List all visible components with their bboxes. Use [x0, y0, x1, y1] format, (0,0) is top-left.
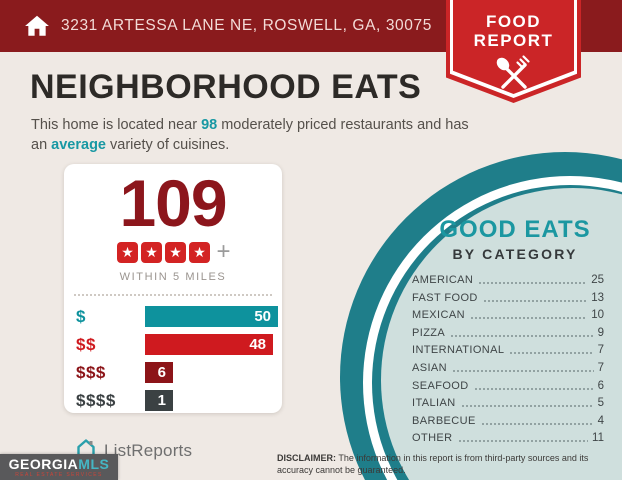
category-label: PIZZA — [412, 326, 446, 339]
category-label: ASIAN — [412, 361, 448, 374]
category-label: AMERICAN — [412, 274, 474, 286]
category-row: BARBECUE 4 — [412, 415, 604, 427]
good-eats-subtitle: BY CATEGORY — [452, 246, 578, 262]
category-value: 5 — [597, 397, 604, 410]
price-bar-value: 6 — [157, 364, 166, 381]
category-row: FAST FOOD 13 — [412, 292, 604, 304]
category-row: SEAFOOD 6 — [412, 380, 604, 392]
price-bar-value: 48 — [249, 336, 266, 353]
crossed-utensils-icon — [446, 54, 581, 97]
dot-leader — [478, 281, 588, 285]
price-bar-row: $$ 48 — [76, 334, 282, 355]
category-label: OTHER — [412, 432, 453, 445]
price-level-label: $$ — [76, 334, 96, 354]
star-icon: ★ — [188, 241, 210, 263]
badge-title-line1: FOOD — [485, 12, 542, 31]
subtitle-text: variety of cuisines. — [106, 137, 230, 154]
georgia-mls-wordmark: GEORGIAMLS — [0, 456, 118, 473]
star-icon: ★ — [164, 241, 186, 263]
disclaimer-label: DISCLAIMER: — [277, 453, 336, 463]
dot-leader — [469, 316, 588, 321]
category-value: 7 — [597, 344, 604, 357]
category-row: OTHER 11 — [412, 432, 604, 444]
dot-leader — [450, 333, 594, 338]
price-bar-row: $$$$ 1 — [76, 390, 282, 411]
category-value: 25 — [591, 274, 604, 286]
property-address: 3231 ARTESSA LANE NE, ROSWELL, GA, 30075 — [61, 17, 432, 34]
price-level-label: $ — [76, 306, 86, 326]
category-value: 9 — [597, 326, 604, 339]
category-value: 11 — [592, 432, 604, 445]
dot-leader — [509, 351, 594, 356]
mls-text: MLS — [78, 456, 110, 472]
category-row: ASIAN 7 — [412, 362, 604, 374]
category-row: ITALIAN 5 — [412, 397, 604, 409]
food-report-badge: FOOD REPORT — [446, 0, 581, 103]
dot-leader — [480, 421, 594, 426]
price-bar-row: $50 — [76, 306, 282, 327]
category-row: PIZZA 9 — [412, 327, 604, 339]
category-value: 7 — [597, 361, 604, 374]
category-value: 10 — [591, 309, 604, 322]
dotted-divider — [74, 294, 272, 296]
dot-leader — [457, 439, 589, 444]
subtitle-text: This home is located near — [31, 117, 202, 133]
price-bar: 48 — [145, 334, 273, 355]
star-icon: ★ — [116, 241, 138, 263]
badge-title-line2: REPORT — [473, 31, 554, 50]
subtitle-text: moderately priced restaurants and has an — [31, 117, 469, 154]
variety-highlight: average — [51, 137, 106, 154]
restaurant-count-highlight: 98 — [201, 117, 218, 133]
price-bar-row: $$$ 6 — [76, 362, 282, 383]
category-row: MEXICAN 10 — [412, 309, 604, 321]
category-label: SEAFOOD — [412, 379, 469, 392]
rating-stars: ★ ★ ★ ★ + — [64, 240, 282, 264]
radius-label: WITHIN 5 MILES — [119, 271, 227, 283]
good-eats-panel: GOOD EATS BY CATEGORY AMERICAN 25 FAST FOO… — [412, 216, 604, 450]
price-level-label: $$$$ — [76, 390, 116, 410]
restaurant-summary-card: 109 ★ ★ ★ ★ + WITHIN 5 MILES $50 $$ 48 $$$ 6 $$$$… — [64, 164, 282, 413]
price-bar-value: 1 — [157, 392, 166, 409]
category-value: 6 — [597, 379, 604, 392]
category-label: MEXICAN — [412, 309, 465, 322]
price-level-label: $$$ — [76, 362, 106, 382]
home-icon — [24, 13, 50, 39]
georgia-mls-logo: GEORGIAMLS REAL ESTATE SERVICES — [0, 454, 118, 480]
category-label: INTERNATIONAL — [412, 344, 505, 357]
dot-leader — [460, 404, 594, 409]
georgia-mls-tagline: REAL ESTATE SERVICES — [15, 472, 103, 478]
category-value: 13 — [591, 291, 604, 304]
disclaimer-body: The information in this report is from t… — [277, 453, 589, 475]
summary-sentence: This home is located near 98 moderately … — [31, 115, 469, 156]
page-title: NEIGHBORHOOD EATS — [30, 68, 422, 106]
category-label: FAST FOOD — [412, 291, 478, 304]
price-bar: 6 — [145, 362, 173, 383]
dot-leader — [473, 386, 594, 391]
dot-leader — [482, 298, 588, 303]
price-bar: 1 — [145, 390, 173, 411]
disclaimer-text: DISCLAIMER: The information in this repo… — [277, 453, 613, 476]
category-value: 4 — [597, 414, 604, 427]
restaurant-total-count: 109 — [119, 166, 227, 240]
listreports-wordmark: ListReports — [104, 440, 193, 460]
category-row: AMERICAN 25 — [412, 274, 604, 286]
plus-sign: + — [216, 238, 231, 265]
dot-leader — [452, 368, 594, 373]
star-icon: ★ — [140, 241, 162, 263]
good-eats-title: GOOD EATS — [439, 216, 591, 243]
category-label: ITALIAN — [412, 397, 456, 410]
category-list: AMERICAN 25 FAST FOOD 13 MEXICAN 10 PIZZA 9 INTE… — [412, 274, 604, 444]
price-bar-value: 50 — [254, 308, 271, 325]
price-bar-rows: $50 $$ 48 $$$ 6 $$$$ 1 — [64, 306, 282, 411]
georgia-text: GEORGIA — [8, 456, 79, 472]
category-label: BARBECUE — [412, 414, 476, 427]
category-row: INTERNATIONAL 7 — [412, 344, 604, 356]
price-bar: 50 — [145, 306, 278, 327]
